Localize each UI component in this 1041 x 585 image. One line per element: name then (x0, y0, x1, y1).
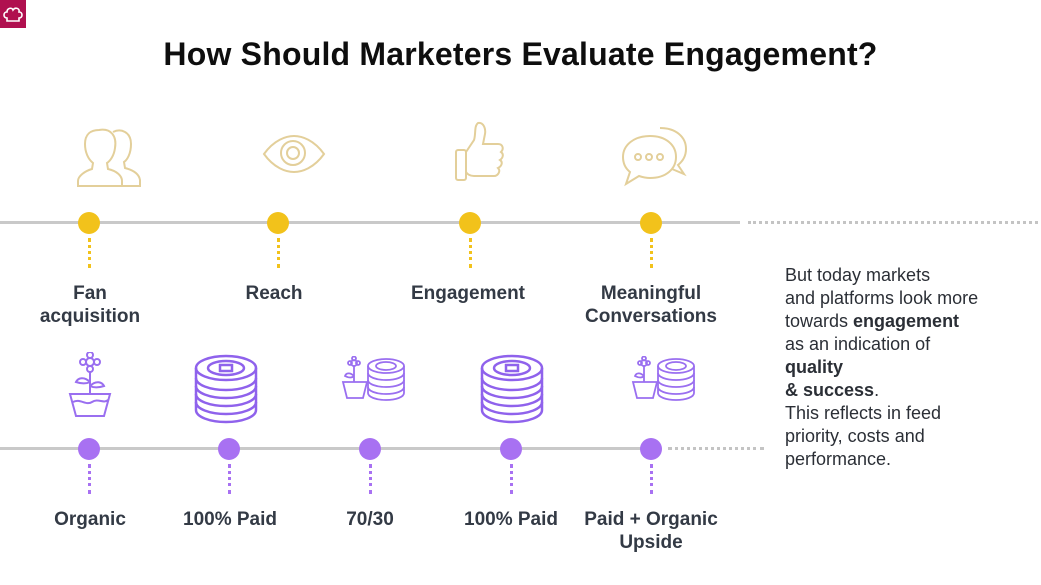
timeline-node-meaningful-conversations (640, 212, 662, 234)
chat-bubbles-icon (621, 127, 688, 187)
timeline-bottom-line (0, 447, 660, 450)
timeline-top-line (0, 221, 740, 224)
timeline-node-70-30 (359, 438, 381, 460)
node-connector (469, 238, 472, 268)
label-organic: Organic (54, 509, 126, 530)
label-100-paid: 100% Paid (183, 509, 277, 530)
timeline-node-engagement (459, 212, 481, 234)
timeline-node-organic (78, 438, 100, 460)
node-connector (88, 464, 91, 494)
eye-icon (262, 134, 326, 174)
node-connector (510, 464, 513, 494)
label-paid-organic-upside: Paid + Organic Upside (584, 509, 718, 553)
label-70-30: 70/30 (346, 509, 394, 530)
label-meaningful-conversations: Meaningful Conversations (585, 283, 717, 327)
node-connector (228, 464, 231, 494)
timeline-node-reach (267, 212, 289, 234)
timeline-node-paid-organic-upside (640, 438, 662, 460)
side-explanation-text: But today markets and platforms look mor… (785, 265, 979, 469)
label-reach: Reach (245, 283, 303, 304)
timeline-top-dotted-extension (748, 221, 1038, 224)
timeline-node-100-paid (218, 438, 240, 460)
timeline-node-fan-acquisition (78, 212, 100, 234)
coin-stack-icon (194, 354, 258, 424)
label-100-paid-2: 100% Paid (464, 509, 558, 530)
thumbs-up-icon (455, 121, 504, 181)
node-connector (650, 238, 653, 268)
page-title: How Should Marketers Evaluate Engagement… (163, 36, 878, 72)
brand-logo (0, 0, 26, 28)
node-connector (88, 238, 91, 268)
label-fan-acquisition: Fan acquisition (39, 283, 141, 327)
people-icon (77, 128, 141, 187)
plant-and-coins-icon (341, 356, 405, 401)
node-connector (650, 464, 653, 494)
timeline-bottom-dotted-extension (668, 447, 764, 450)
node-connector (277, 238, 280, 268)
label-engagement: Engagement (410, 283, 526, 304)
timeline-node-100-paid-2 (500, 438, 522, 460)
plant-and-coins-icon (631, 356, 695, 401)
node-connector (369, 464, 372, 494)
coin-stack-icon (480, 354, 544, 424)
plant-pot-icon (68, 352, 112, 417)
chef-hat-icon (3, 7, 23, 22)
